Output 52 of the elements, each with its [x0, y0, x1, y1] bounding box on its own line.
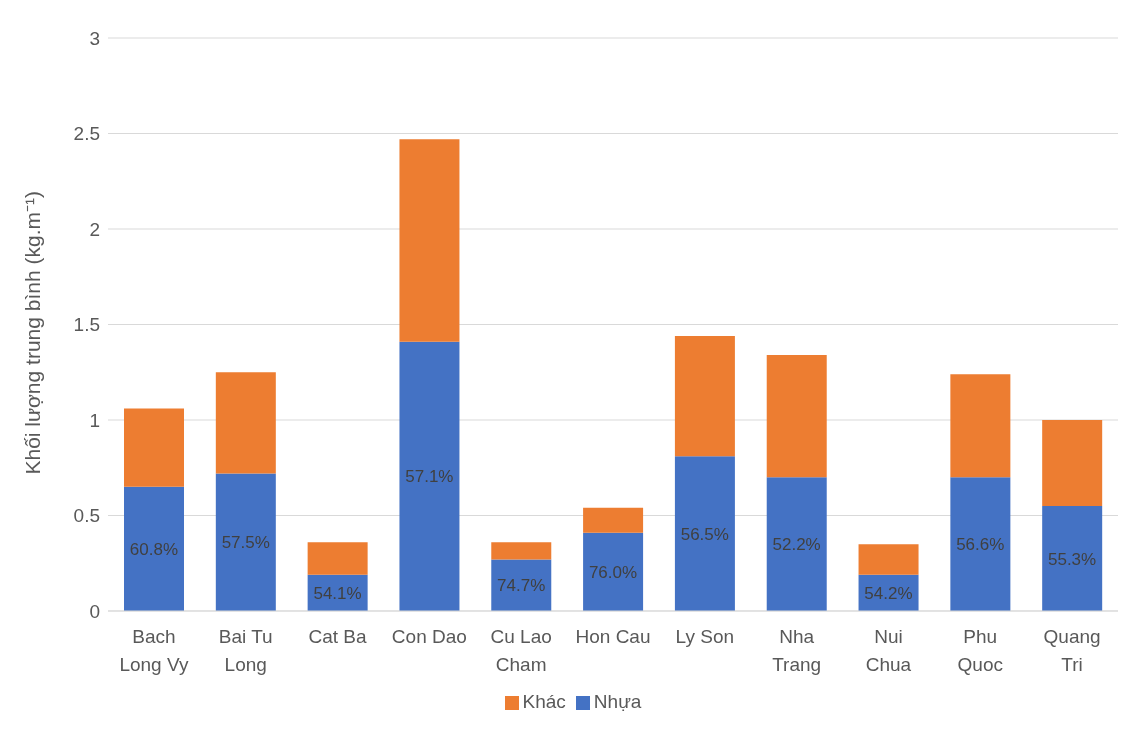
x-tick-label: Bach Long Vy [119, 626, 189, 675]
annotation: 55.3% [1047, 549, 1097, 569]
bar [491, 559, 552, 611]
y-tick-label: 1 [89, 409, 100, 431]
bar [766, 477, 827, 611]
y-tick-label: 2 [89, 218, 100, 240]
x-tick-label: Cu Lao Cham [490, 626, 552, 675]
annotation: 56.5% [680, 524, 729, 544]
x-tick-label: Ly Son [675, 626, 735, 647]
x-tick-label: Cat Ba [308, 626, 368, 647]
annotation: 52.2% [772, 535, 821, 555]
legend-label: Nhựa [593, 691, 642, 712]
x-tick-label: Phu Quoc [957, 626, 1003, 675]
y-tick-label: 2.5 [73, 123, 100, 145]
bar [950, 374, 1011, 478]
x-tick-label: Bai Tu Long [218, 626, 273, 675]
y-tick-label: 3 [89, 27, 100, 49]
y-tick-label: 0 [89, 600, 100, 622]
x-tick-label: Hon Cau [575, 626, 651, 647]
bar [399, 341, 460, 611]
bar [858, 544, 919, 575]
annotation: 57.5% [221, 533, 270, 553]
annotation: 57.1% [405, 467, 454, 487]
legend-label: Khác [522, 691, 566, 712]
bar [766, 355, 827, 478]
x-tick-label: Nui Chua [865, 626, 912, 675]
annotation: 76.0% [588, 562, 638, 582]
x-tick-label: Quang Tri [1043, 626, 1101, 675]
x-tick-label: Con Dao [391, 626, 467, 647]
y-tick-label: 0.5 [73, 505, 100, 527]
bar [399, 139, 460, 342]
annotation: 60.8% [129, 539, 179, 559]
bar [674, 456, 735, 611]
bar [583, 507, 644, 533]
bar [1042, 420, 1103, 506]
y-tick-label: 1.5 [73, 314, 100, 336]
bar [307, 542, 368, 575]
bar [215, 372, 276, 474]
bar [1042, 505, 1103, 611]
bar [124, 408, 184, 487]
bar [583, 532, 644, 611]
annotation: 54.2% [864, 583, 913, 603]
bar [215, 473, 276, 611]
annotation: 54.1% [313, 583, 362, 603]
annotation: 56.6% [956, 535, 1005, 555]
x-tick-label: Nha Trang [772, 626, 822, 675]
bar [124, 486, 184, 611]
bar [674, 335, 735, 457]
annotation: 74.7% [497, 576, 546, 596]
bar [491, 542, 552, 560]
y-axis-title: Khối lượng trung bình (kg.m⁻¹) [21, 191, 45, 475]
bar [950, 477, 1011, 611]
